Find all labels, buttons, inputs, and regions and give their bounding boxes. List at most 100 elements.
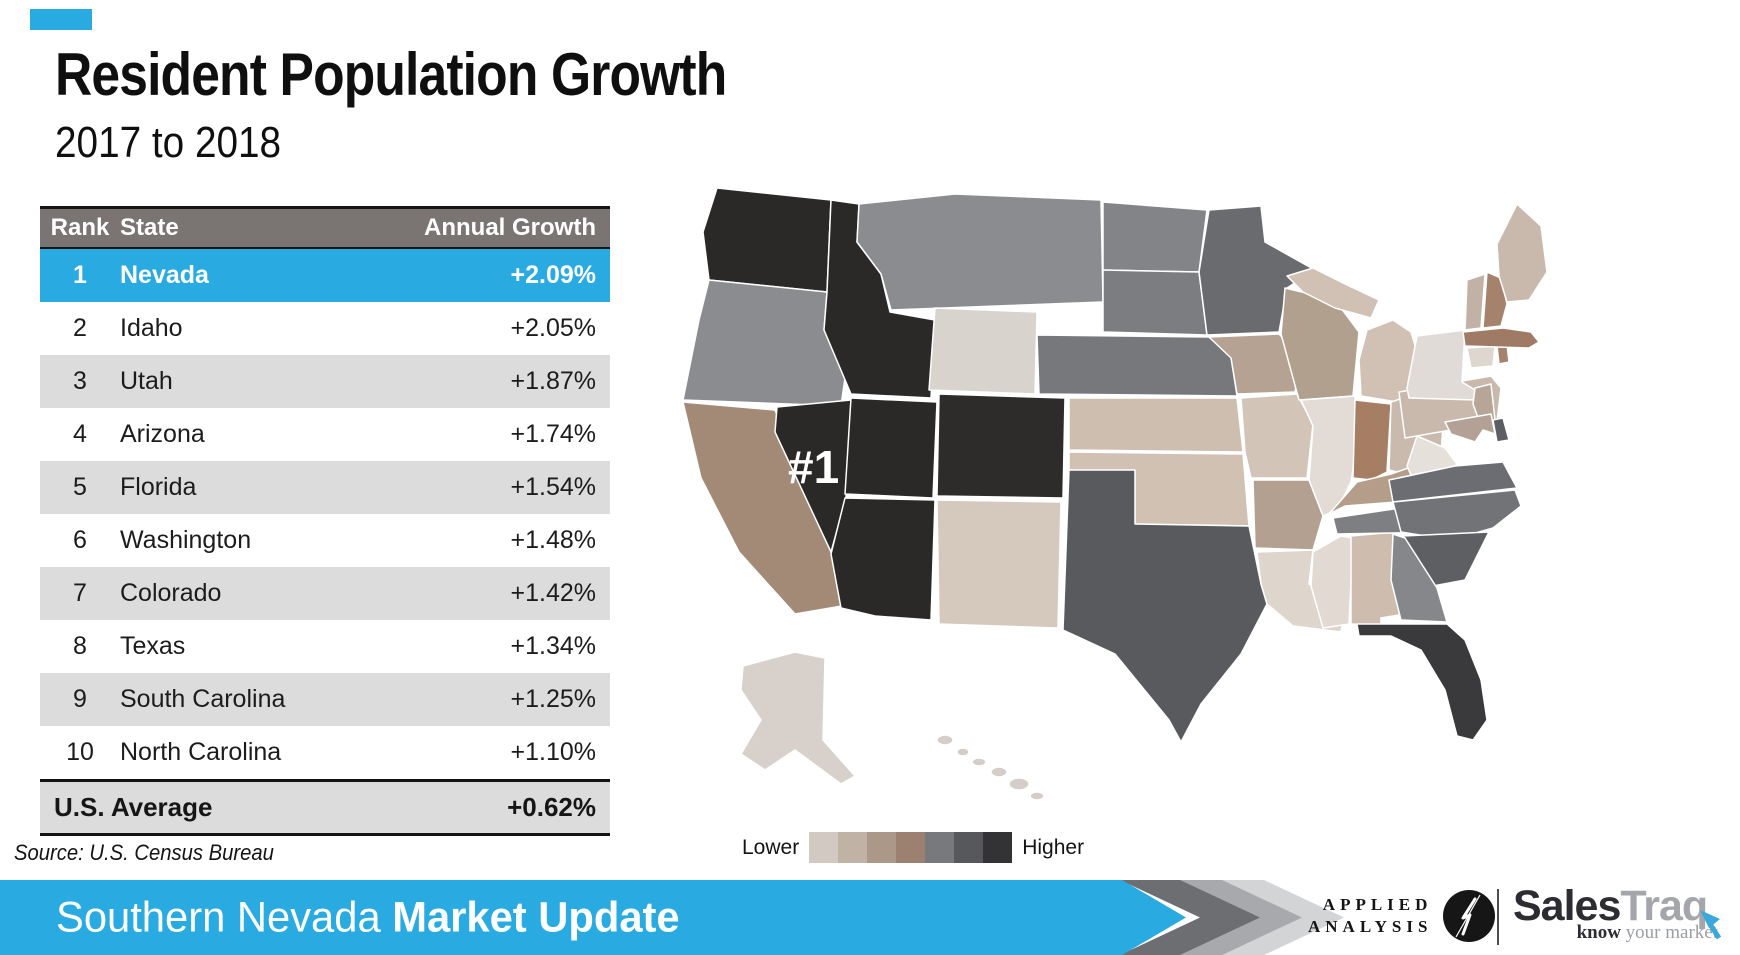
ranking-table: Rank State Annual Growth 1 Nevada +2.09% 2 I… (40, 206, 610, 836)
state-kansas (1068, 397, 1244, 453)
banner-text-bold: Market Update (392, 893, 680, 941)
row-rank: 4 (73, 420, 87, 448)
accent-bar (30, 9, 92, 30)
row-state: Florida (120, 473, 197, 501)
table-row: 7 Colorado +1.42% (40, 567, 610, 620)
state-colorado (936, 393, 1066, 499)
state-florida (1356, 623, 1488, 741)
legend-swatch (867, 832, 897, 863)
state-maryland (1444, 413, 1496, 443)
table-row: 1 Nevada +2.09% (40, 249, 610, 302)
row-growth: +1.48% (510, 526, 597, 554)
table-row: 9 South Carolina +1.25% (40, 673, 610, 726)
legend-swatch (838, 832, 868, 863)
us-average-label: U.S. Average (54, 792, 213, 822)
salestraq-wordmark: SalesTraq (1513, 882, 1718, 931)
salestraq-tagline-know: know (1576, 922, 1621, 943)
row-growth: +1.54% (510, 473, 597, 501)
applied-analysis-logo: APPLIED ANALYSIS (1308, 889, 1496, 943)
table-row: 6 Washington +1.48% (40, 514, 610, 567)
state-hawaii (936, 734, 1045, 801)
row-state: Washington (120, 526, 252, 554)
row-state: Texas (120, 632, 186, 660)
footer-banner-text: Southern Nevada Market Update (56, 893, 680, 942)
row-state: Nevada (120, 261, 209, 289)
column-header-rank: Rank (50, 214, 110, 241)
row-growth: +2.09% (510, 261, 597, 289)
row-rank: 5 (73, 473, 87, 501)
row-state: South Carolina (120, 685, 286, 713)
row-rank: 2 (73, 314, 87, 342)
state-maine (1496, 203, 1548, 303)
row-state: Idaho (120, 314, 183, 342)
salestraq-tagline: know your market (1513, 922, 1718, 944)
row-rank: 8 (73, 632, 87, 660)
state-arizona (830, 497, 936, 621)
state-arkansas (1252, 479, 1324, 551)
table-row: 10 North Carolina +1.10% (40, 726, 610, 779)
table-row: 4 Arizona +1.74% (40, 408, 610, 461)
row-rank: 9 (73, 685, 87, 713)
row-growth: +1.74% (510, 420, 597, 448)
legend-swatches (809, 832, 1013, 863)
state-north-carolina (1392, 489, 1522, 541)
legend-swatch (896, 832, 926, 863)
row-growth: +1.87% (510, 367, 597, 395)
salestraq-tagline-rest: your market (1620, 922, 1718, 943)
state-texas (1062, 469, 1268, 743)
state-new-mexico (936, 499, 1062, 629)
us-average-row: U.S. Average +0.62% (40, 779, 610, 836)
state-nebraska (1036, 334, 1238, 397)
table-row: 5 Florida +1.54% (40, 461, 610, 514)
nevada-rank-label: #1 (788, 441, 839, 493)
us-average-value: +0.62% (507, 792, 596, 822)
state-virginia (1388, 461, 1518, 503)
applied-analysis-line2: ANALYSIS (1308, 917, 1433, 936)
state-alaska (740, 651, 856, 785)
banner-text-regular: Southern Nevada (56, 893, 393, 941)
state-vermont (1464, 273, 1486, 331)
table-row: 2 Idaho +2.05% (40, 302, 610, 355)
logo-divider (1497, 889, 1499, 945)
state-michigan-upper (1286, 267, 1380, 319)
row-growth: +1.34% (510, 632, 597, 660)
legend-lower-label: Lower (742, 835, 800, 859)
state-mississippi (1310, 535, 1354, 629)
salestraq-logo: SalesTraq know your market (1513, 882, 1722, 944)
row-rank: 10 (66, 738, 94, 766)
state-massachusetts (1462, 327, 1540, 349)
state-new-york (1406, 329, 1481, 401)
state-north-dakota (1102, 201, 1208, 273)
state-wyoming (928, 307, 1038, 395)
legend-swatch (925, 832, 955, 863)
applied-analysis-line1: APPLIED (1322, 894, 1433, 914)
applied-analysis-bolt-icon (1443, 890, 1496, 942)
state-south-dakota (1102, 269, 1208, 336)
row-growth: +2.05% (510, 314, 597, 342)
page-title: Resident Population Growth (55, 41, 727, 108)
state-montana (856, 193, 1104, 311)
page-subtitle: 2017 to 2018 (55, 118, 282, 167)
salestraq-sales-text: Sales (1513, 882, 1621, 930)
legend-swatch (983, 832, 1013, 863)
salestraq-traq-text: Traq (1620, 882, 1708, 930)
state-utah (844, 397, 938, 499)
legend-swatch (809, 832, 839, 863)
row-rank: 3 (73, 367, 87, 395)
column-header-state: State (120, 214, 179, 241)
row-state: Arizona (120, 420, 205, 448)
legend-higher-label: Higher (1022, 835, 1085, 859)
source-note: Source: U.S. Census Bureau (14, 840, 274, 865)
table-body: 1 Nevada +2.09% 2 Idaho +2.05% 3 Utah +1.87% 4 Ari… (40, 249, 610, 779)
state-missouri (1240, 393, 1314, 479)
applied-analysis-wordmark: APPLIED ANALYSIS (1308, 894, 1432, 938)
state-delaware (1492, 417, 1510, 443)
footer-banner: Southern Nevada Market Update (0, 880, 1186, 955)
footer: Southern Nevada Market Update (0, 880, 1740, 955)
row-growth: +1.10% (510, 738, 597, 766)
legend-swatch (954, 832, 984, 863)
row-growth: +1.25% (510, 685, 597, 713)
row-state: Utah (120, 367, 173, 395)
state-georgia (1390, 533, 1448, 623)
